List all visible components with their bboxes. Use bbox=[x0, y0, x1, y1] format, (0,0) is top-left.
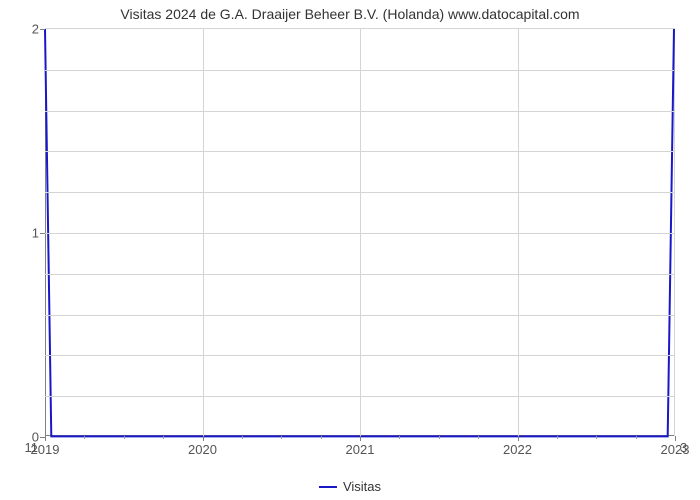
grid-line-v bbox=[203, 29, 204, 436]
xtick-mark bbox=[675, 436, 676, 441]
legend-label: Visitas bbox=[343, 479, 381, 494]
chart-title: Visitas 2024 de G.A. Draaijer Beheer B.V… bbox=[0, 0, 700, 22]
ytick-mark bbox=[40, 233, 45, 234]
ytick-label: 2 bbox=[32, 22, 39, 37]
outside-label-left: 11 bbox=[25, 440, 39, 455]
xtick-label: 2021 bbox=[346, 442, 375, 457]
line-chart: Visitas 2024 de G.A. Draaijer Beheer B.V… bbox=[0, 0, 700, 500]
xtick-minor bbox=[281, 436, 282, 439]
xtick-minor bbox=[399, 436, 400, 439]
legend: Visitas bbox=[319, 479, 381, 494]
xtick-mark bbox=[360, 436, 361, 441]
xtick-minor bbox=[124, 436, 125, 439]
xtick-label: 2022 bbox=[503, 442, 532, 457]
xtick-minor bbox=[242, 436, 243, 439]
xtick-mark bbox=[203, 436, 204, 441]
grid-line-v bbox=[360, 29, 361, 436]
grid-line-v bbox=[518, 29, 519, 436]
xtick-minor bbox=[636, 436, 637, 439]
plot-area: 01220192020202120222023 bbox=[45, 28, 675, 436]
xtick-label: 2020 bbox=[188, 442, 217, 457]
xtick-mark bbox=[518, 436, 519, 441]
xtick-minor bbox=[321, 436, 322, 439]
legend-swatch bbox=[319, 486, 337, 488]
xtick-minor bbox=[84, 436, 85, 439]
xtick-minor bbox=[557, 436, 558, 439]
xtick-minor bbox=[478, 436, 479, 439]
ytick-mark bbox=[40, 29, 45, 30]
xtick-minor bbox=[163, 436, 164, 439]
xtick-mark bbox=[45, 436, 46, 441]
xtick-minor bbox=[596, 436, 597, 439]
ytick-label: 1 bbox=[32, 226, 39, 241]
xtick-minor bbox=[439, 436, 440, 439]
outside-label-right: 3 bbox=[680, 440, 687, 455]
